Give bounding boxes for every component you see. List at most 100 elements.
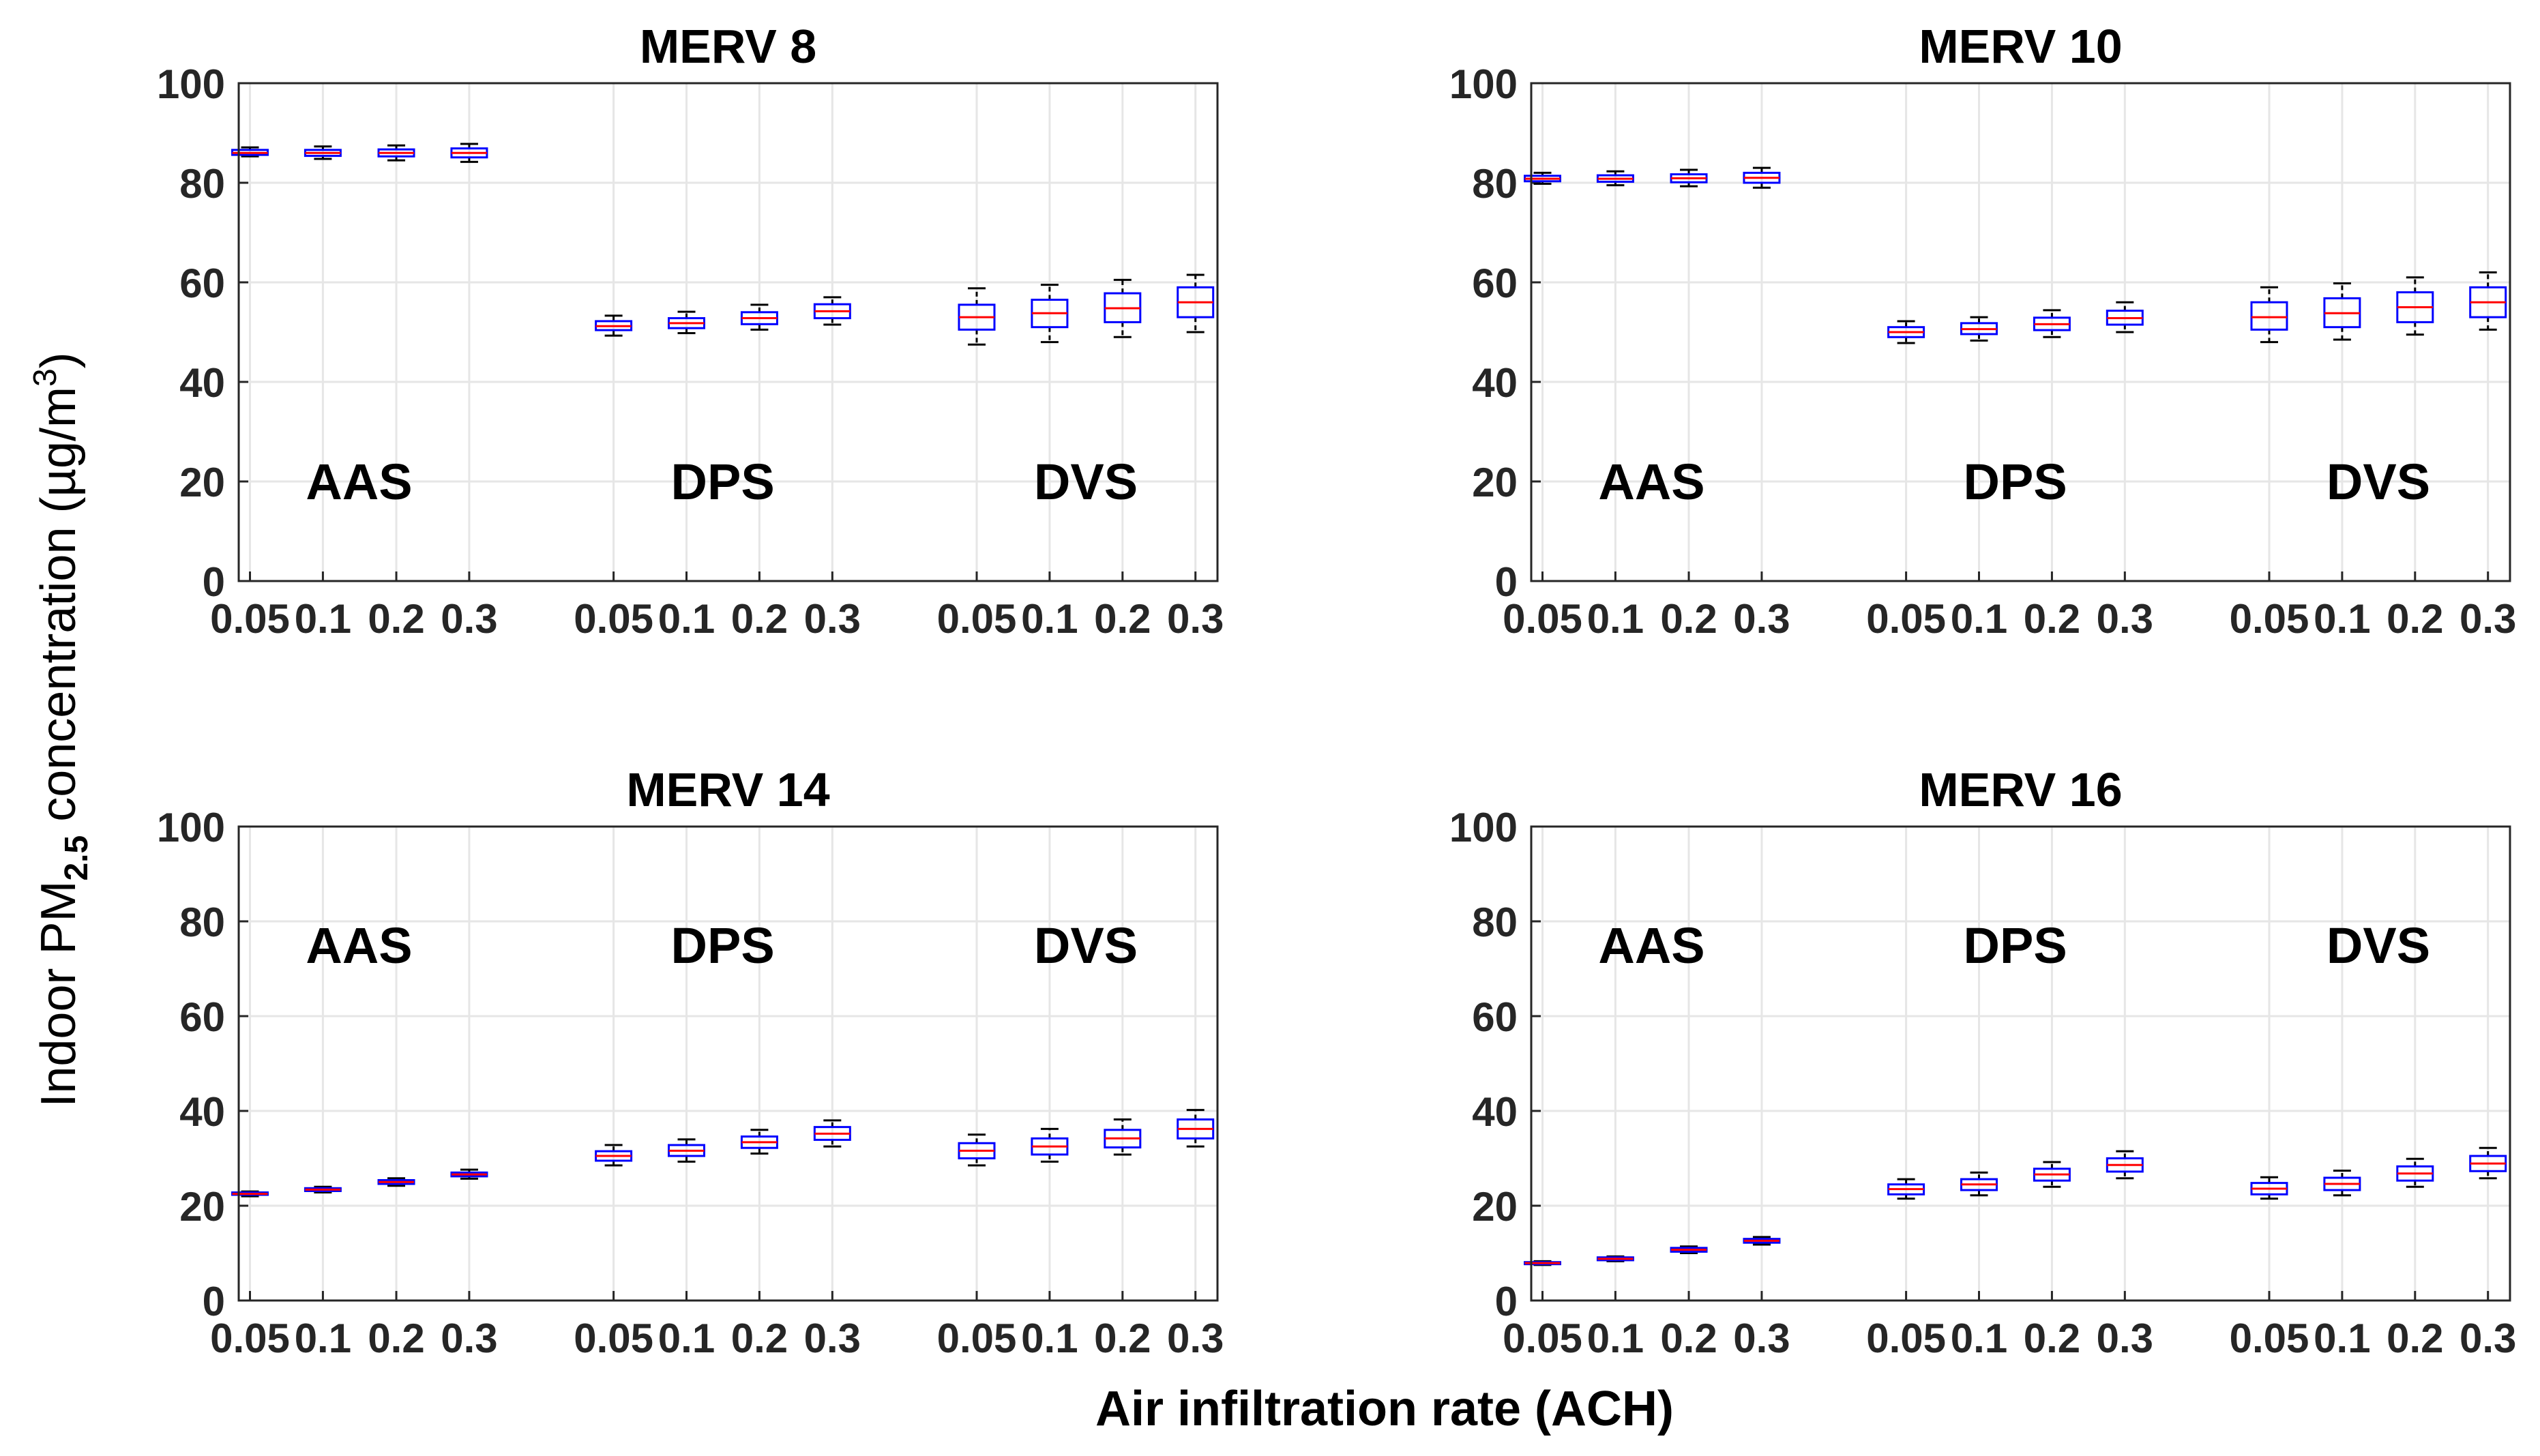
axes-background <box>1531 83 2510 581</box>
box-plot <box>1031 1127 1069 1163</box>
x-tick-label: 0.3 <box>1733 1316 1790 1361</box>
y-tick-label: 20 <box>1472 1184 1518 1230</box>
axes-background <box>1531 827 2510 1301</box>
x-tick-label: 0.1 <box>1587 1316 1644 1361</box>
x-tick-label: 0.05 <box>937 596 1017 642</box>
y-tick-label: 40 <box>1472 1089 1518 1135</box>
box-plot <box>740 303 778 331</box>
x-tick-label: 0.3 <box>1167 596 1224 642</box>
y-tick-label: 80 <box>1472 161 1518 207</box>
group-label: DVS <box>1034 454 1138 510</box>
x-tick-label: 0.1 <box>658 596 715 642</box>
y-tick-label: 80 <box>179 161 225 207</box>
x-tick-label: 0.3 <box>441 1316 497 1361</box>
box-plot <box>958 1133 996 1167</box>
x-tick-label: 0.2 <box>2024 1316 2080 1361</box>
axes-frame <box>1530 82 2511 582</box>
x-tick-label: 0.2 <box>368 1316 424 1361</box>
box-plot <box>668 1138 706 1163</box>
group-label: DPS <box>1964 917 2067 974</box>
group-label: DPS <box>671 917 775 974</box>
box-plot <box>450 143 488 163</box>
x-tick-label: 0.3 <box>804 596 861 642</box>
box-plot <box>2106 1150 2144 1180</box>
box-plot <box>958 287 996 346</box>
box-plot <box>377 144 415 162</box>
x-tick-label: 0.3 <box>804 1316 861 1361</box>
x-tick-label: 0.1 <box>1951 596 2007 642</box>
x-tick-label: 0.05 <box>1866 596 1946 642</box>
box-plot <box>595 1144 633 1167</box>
box-plot <box>1177 1109 1215 1148</box>
y-tick-label: 0 <box>203 1279 225 1324</box>
x-tick-label: 0.1 <box>1021 1316 1078 1361</box>
y-tick-label: 100 <box>157 61 225 107</box>
box-plot <box>668 310 706 334</box>
box-plot <box>377 1177 415 1187</box>
axes-background <box>239 83 1217 581</box>
group-label: AAS <box>306 917 412 974</box>
x-tick-label: 0.3 <box>2097 596 2153 642</box>
box-plot <box>1743 1236 1781 1246</box>
box-plot <box>1104 1118 1142 1156</box>
box-plot <box>2106 301 2144 333</box>
x-tick-label: 0.1 <box>658 1316 715 1361</box>
group-label: DPS <box>671 454 775 510</box>
box-plot <box>1743 166 1781 189</box>
x-tick-label: 0.3 <box>441 596 497 642</box>
x-tick-label: 0.3 <box>2097 1316 2153 1361</box>
box-plot <box>1960 1171 1998 1197</box>
box-plot <box>1104 278 1142 338</box>
group-label: AAS <box>1598 454 1704 510</box>
x-tick-label: 0.3 <box>2460 1316 2516 1361</box>
box-plot <box>2323 1170 2361 1197</box>
y-tick-label: 0 <box>1495 1279 1518 1324</box>
x-tick-label: 0.3 <box>1733 596 1790 642</box>
axes-background <box>239 827 1217 1301</box>
box-plot <box>813 1119 851 1148</box>
group-label: AAS <box>1598 917 1704 974</box>
x-axis-label: Air infiltration rate (ACH) <box>1095 1382 1674 1436</box>
x-tick-label: 0.2 <box>1094 1316 1151 1361</box>
x-tick-label: 0.2 <box>2024 596 2080 642</box>
x-tick-label: 0.2 <box>731 596 788 642</box>
box-plot <box>450 1168 488 1180</box>
box-plot <box>1596 1255 1634 1262</box>
box-iqr <box>2250 301 2288 331</box>
group-label: AAS <box>306 454 412 510</box>
x-tick-label: 0.05 <box>210 596 290 642</box>
box-plot <box>304 1185 342 1194</box>
y-tick-label: 60 <box>1472 261 1518 306</box>
x-tick-label: 0.2 <box>2387 596 2443 642</box>
box-plot <box>2396 276 2434 336</box>
box-plot <box>231 1190 269 1198</box>
box-plot <box>1524 1260 1562 1266</box>
y-tick-label: 80 <box>179 900 225 945</box>
x-tick-label: 0.1 <box>1951 1316 2007 1361</box>
box-plot <box>2250 286 2288 344</box>
x-tick-label: 0.2 <box>2387 1316 2443 1361</box>
y-tick-label: 100 <box>1449 805 1518 850</box>
y-tick-label: 0 <box>1495 559 1518 605</box>
y-tick-label: 60 <box>179 261 225 306</box>
box-plot <box>740 1129 778 1155</box>
y-tick-label: 60 <box>1472 994 1518 1040</box>
box-plot <box>304 145 342 160</box>
box-plot <box>2033 309 2071 338</box>
group-label: DVS <box>2327 454 2430 510</box>
y-tick-label: 20 <box>179 460 225 505</box>
y-tick-label: 60 <box>179 994 225 1040</box>
y-tick-label: 80 <box>1472 900 1518 945</box>
x-tick-label: 0.2 <box>1660 1316 1717 1361</box>
x-tick-label: 0.05 <box>210 1316 290 1361</box>
x-tick-label: 0.1 <box>2314 1316 2370 1361</box>
box-plot <box>595 314 633 337</box>
x-tick-label: 0.05 <box>2230 596 2309 642</box>
box-plot <box>1887 320 1925 344</box>
y-axis-label: Indoor PM2.5 concentration (µg/m3) <box>27 352 95 1107</box>
x-tick-label: 0.05 <box>937 1316 1017 1361</box>
